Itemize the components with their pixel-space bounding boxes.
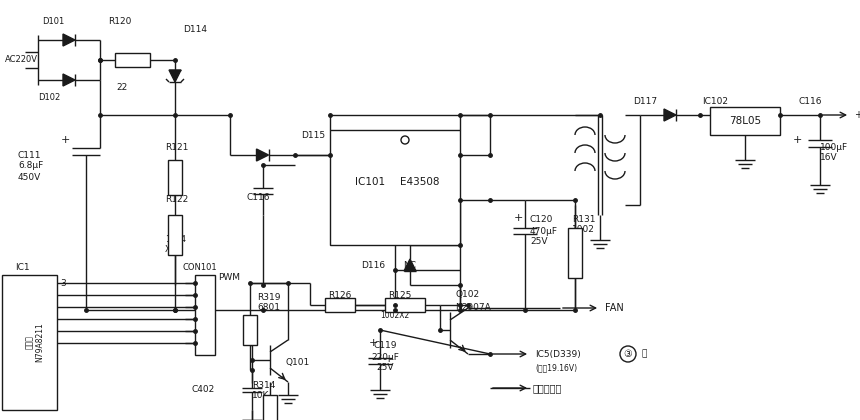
Text: 470μF: 470μF	[530, 228, 558, 236]
Text: +: +	[792, 135, 802, 145]
Text: Q101: Q101	[285, 357, 310, 367]
Text: FAN: FAN	[605, 303, 624, 313]
Text: 22: 22	[116, 84, 127, 92]
Text: C116: C116	[246, 192, 270, 202]
Text: C116: C116	[798, 97, 822, 107]
Text: R314: R314	[252, 381, 275, 389]
Text: AC220V: AC220V	[5, 55, 38, 65]
Bar	[263, 395, 277, 420]
Text: 450V: 450V	[18, 173, 41, 181]
Text: 去激励电路: 去激励电路	[533, 383, 562, 393]
Text: R319: R319	[257, 292, 280, 302]
Text: N79A8211: N79A8211	[35, 322, 45, 362]
Bar	[325, 298, 355, 312]
Text: 16V: 16V	[820, 153, 838, 163]
Bar	[330, 130, 460, 245]
Text: 6801: 6801	[257, 304, 280, 312]
Bar	[195, 275, 215, 355]
Text: 1002: 1002	[572, 226, 595, 234]
Text: E43508: E43508	[400, 177, 439, 187]
Text: +: +	[513, 213, 523, 223]
Text: 220μF: 220μF	[371, 352, 399, 362]
Polygon shape	[664, 109, 676, 121]
Text: IC101: IC101	[355, 177, 385, 187]
Text: +: +	[368, 338, 378, 348]
Text: Q102: Q102	[455, 291, 479, 299]
Text: R126: R126	[329, 291, 352, 299]
Text: D115: D115	[301, 131, 325, 139]
Bar	[115, 53, 150, 67]
Text: 1002X2: 1002X2	[380, 310, 409, 320]
Polygon shape	[169, 70, 181, 82]
Text: C402: C402	[192, 386, 215, 394]
Text: +5V: +5V	[854, 110, 860, 120]
Text: R121: R121	[165, 144, 188, 152]
Text: IC5(D339): IC5(D339)	[535, 349, 580, 359]
Text: IC1: IC1	[15, 263, 29, 273]
Bar	[168, 160, 182, 195]
Text: D101: D101	[42, 18, 64, 26]
Text: IC102: IC102	[702, 97, 728, 107]
Text: 1204: 1204	[165, 236, 186, 244]
Text: D114: D114	[183, 26, 207, 34]
Text: R125: R125	[389, 291, 412, 299]
Text: NC: NC	[403, 260, 416, 270]
Bar	[243, 315, 257, 345]
Text: 脚: 脚	[642, 349, 648, 359]
Text: 100μF: 100μF	[820, 144, 848, 152]
Text: ③: ③	[624, 349, 632, 359]
Bar	[568, 228, 582, 278]
Text: 78L05: 78L05	[729, 116, 761, 126]
Text: 25V: 25V	[377, 363, 394, 373]
Text: R120: R120	[108, 18, 132, 26]
Polygon shape	[256, 149, 268, 161]
Bar	[710, 107, 780, 135]
Text: D117: D117	[633, 97, 657, 107]
Text: R122: R122	[165, 195, 188, 205]
Polygon shape	[404, 259, 416, 271]
Text: R131: R131	[572, 215, 595, 225]
Text: (实测19.16V): (实测19.16V)	[535, 363, 577, 373]
Text: 6.8μF: 6.8μF	[18, 162, 43, 171]
Text: CON101: CON101	[182, 263, 218, 273]
Text: PWM: PWM	[218, 273, 240, 281]
Text: N2907A: N2907A	[455, 304, 491, 312]
Text: +: +	[60, 135, 70, 145]
Text: D102: D102	[38, 94, 60, 102]
Text: C111: C111	[18, 150, 41, 160]
Polygon shape	[63, 34, 75, 46]
Text: 单片机: 单片机	[24, 335, 34, 349]
Text: 3: 3	[60, 278, 65, 288]
Text: C119: C119	[373, 341, 396, 349]
Bar	[2, 275, 57, 410]
Bar	[385, 298, 425, 312]
Polygon shape	[63, 74, 75, 86]
Text: C120: C120	[530, 215, 553, 225]
Text: D116: D116	[361, 260, 385, 270]
Text: 10K: 10K	[252, 391, 269, 399]
Text: 25V: 25V	[530, 237, 548, 247]
Text: X2: X2	[165, 246, 176, 255]
Bar	[168, 215, 182, 255]
